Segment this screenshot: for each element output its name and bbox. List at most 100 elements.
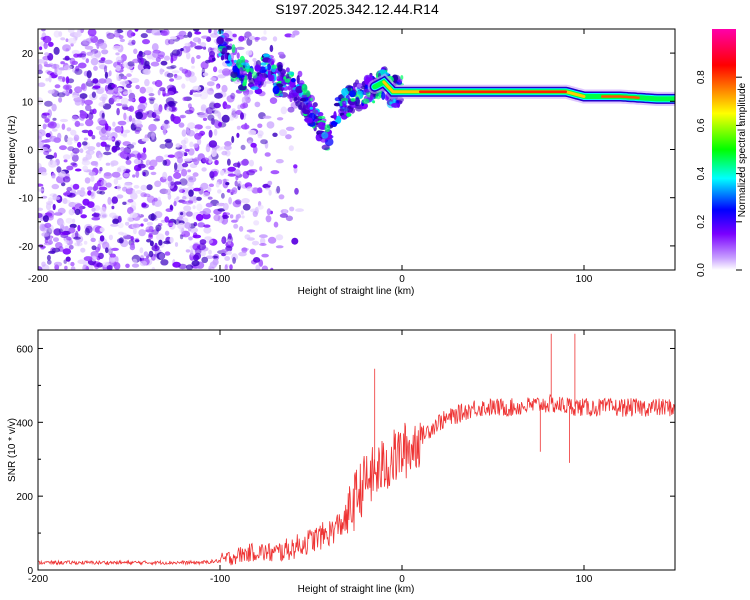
signal-blob <box>333 111 337 120</box>
noise-blob <box>188 106 195 113</box>
noise-blob <box>138 96 147 104</box>
noise-blob <box>285 134 292 140</box>
noise-blob <box>65 38 69 42</box>
noise-blob <box>44 117 50 124</box>
noise-blob <box>41 261 46 267</box>
noise-blob <box>44 100 53 107</box>
noise-blob <box>150 61 160 67</box>
noise-blob <box>221 214 229 219</box>
noise-blob <box>70 266 76 270</box>
noise-blob <box>236 132 240 138</box>
noise-blob <box>289 206 295 212</box>
noise-blob <box>265 187 270 191</box>
noise-blob <box>74 168 82 172</box>
noise-blob <box>56 175 65 184</box>
noise-blob <box>53 63 57 69</box>
noise-blob <box>206 81 215 87</box>
snr-frame <box>37 329 676 571</box>
noise-blob <box>126 29 134 38</box>
signal-blob <box>272 85 280 95</box>
noise-blob <box>188 189 194 197</box>
noise-blob <box>81 83 88 92</box>
noise-blob <box>223 178 227 183</box>
noise-blob <box>114 29 118 36</box>
noise-blob <box>207 59 214 63</box>
noise-blob <box>227 173 236 177</box>
noise-blob <box>121 232 128 237</box>
noise-blob <box>269 97 278 104</box>
noise-blob <box>158 239 163 246</box>
noise-blob <box>48 160 57 168</box>
noise-blob <box>125 159 132 165</box>
noise-blob <box>173 172 182 180</box>
noise-blob <box>164 139 172 143</box>
noise-blob <box>195 213 204 222</box>
noise-blob <box>242 203 251 211</box>
noise-blob <box>236 52 240 59</box>
noise-blob <box>90 192 94 197</box>
noise-blob <box>118 35 124 39</box>
spectrogram-ytick-label: -10 <box>19 194 34 205</box>
noise-blob <box>122 91 129 95</box>
noise-blob <box>185 211 193 217</box>
noise-blob <box>105 247 109 254</box>
noise-blob <box>123 112 127 121</box>
noise-blob <box>99 212 108 219</box>
noise-blob <box>212 170 218 177</box>
noise-blob <box>203 226 212 234</box>
noise-blob <box>115 52 120 56</box>
noise-blob <box>263 30 267 35</box>
noise-blob <box>242 171 250 179</box>
noise-blob <box>113 262 121 270</box>
noise-blob <box>170 36 177 40</box>
noise-blob <box>65 256 71 262</box>
snr-ylabel: SNR (10 * v/v) <box>7 418 18 482</box>
noise-blob <box>184 42 191 47</box>
colorbar-tick-label: 0.2 <box>696 214 707 228</box>
noise-blob <box>84 177 91 184</box>
noise-blob <box>189 227 199 233</box>
signal-blob <box>333 102 341 107</box>
colorbar-label: Normalized spectral amplitude <box>737 82 748 217</box>
noise-blob <box>85 118 94 127</box>
noise-blob <box>136 53 143 61</box>
noise-blob <box>130 192 138 200</box>
noise-blob <box>70 162 77 166</box>
noise-blob <box>122 186 128 192</box>
noise-blob <box>145 159 151 166</box>
noise-blob <box>146 184 153 191</box>
noise-blob <box>217 215 223 223</box>
noise-blob <box>272 36 278 42</box>
noise-blob <box>221 84 228 93</box>
noise-blob <box>71 49 80 55</box>
noise-blob <box>79 123 84 127</box>
noise-blob <box>77 141 82 148</box>
noise-blob <box>208 140 218 148</box>
signal-blob <box>271 74 275 84</box>
noise-blob <box>148 97 156 101</box>
noise-blob <box>266 121 275 129</box>
noise-blob <box>215 85 219 90</box>
noise-blob <box>87 78 92 84</box>
noise-blob <box>44 52 50 56</box>
noise-blob <box>68 226 76 234</box>
noise-blob <box>109 212 117 218</box>
noise-blob <box>201 212 211 220</box>
noise-blob <box>247 140 252 145</box>
noise-blob <box>84 227 90 236</box>
noise-blob <box>264 152 271 157</box>
noise-blob <box>176 196 180 200</box>
noise-blob <box>153 103 159 111</box>
noise-blob <box>227 233 232 241</box>
noise-blob <box>145 226 153 233</box>
spectrogram-ytick-label: 10 <box>22 97 34 108</box>
noise-blob <box>126 73 132 78</box>
noise-blob <box>61 123 66 130</box>
spectrogram-signal <box>216 29 675 151</box>
noise-blob <box>90 251 100 258</box>
noise-blob <box>81 98 85 106</box>
noise-blob <box>221 150 228 156</box>
noise-blob <box>52 203 56 211</box>
noise-blob <box>47 114 51 119</box>
noise-blob <box>98 154 102 161</box>
